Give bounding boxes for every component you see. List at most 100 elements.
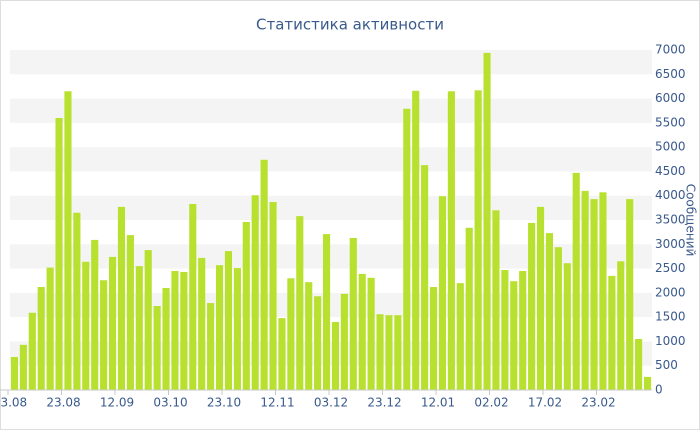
bar (483, 52, 491, 391)
bar (465, 227, 473, 390)
bar (626, 199, 634, 390)
grid-band (10, 341, 652, 366)
chart-title: Статистика активности (256, 16, 444, 34)
bar (367, 277, 375, 390)
grid-band (10, 147, 652, 172)
y-tick-label: 0 (655, 383, 663, 397)
bar (340, 293, 348, 390)
bar (394, 315, 402, 390)
bar (536, 206, 545, 390)
bar (412, 90, 420, 391)
x-tick-label: 03.10 (153, 396, 187, 410)
bar (456, 283, 464, 390)
y-tick-label: 1000 (655, 334, 686, 348)
bar (617, 261, 625, 390)
bar (501, 270, 509, 390)
bar (64, 91, 72, 391)
bar (331, 322, 340, 390)
y-axis-label: Сообщений (684, 184, 698, 257)
y-tick-label: 3000 (655, 237, 686, 251)
bar (519, 271, 527, 390)
bar (91, 239, 99, 390)
x-tick-label: 12.11 (260, 396, 294, 410)
bar (590, 199, 598, 390)
bar (278, 318, 286, 390)
bar (224, 251, 233, 390)
bar (322, 234, 331, 390)
bar (421, 165, 429, 390)
y-tick-label: 4500 (655, 164, 686, 178)
bar (153, 305, 161, 390)
y-tick-label: 6000 (655, 91, 686, 105)
bar (447, 91, 455, 391)
grid-band (10, 244, 652, 269)
bar (260, 159, 268, 390)
bar (242, 221, 250, 390)
bar (608, 275, 616, 390)
bar (55, 118, 63, 390)
y-tick-label: 5500 (655, 115, 686, 129)
bar (144, 250, 152, 390)
bar (563, 263, 571, 390)
bar (162, 288, 170, 390)
bar (28, 312, 36, 390)
bar (46, 267, 54, 390)
bar (643, 376, 652, 390)
bar (215, 265, 224, 390)
bar (403, 108, 411, 391)
bar (492, 210, 500, 390)
grid-band (10, 292, 652, 318)
bar (287, 278, 295, 390)
bar (305, 282, 313, 390)
x-tick-label: 23.12 (367, 396, 401, 410)
x-tick-label: 03.12 (314, 396, 348, 410)
bar (117, 206, 126, 390)
bar (19, 344, 27, 390)
bar (180, 271, 188, 390)
bar (82, 261, 90, 390)
x-tick-label: 12.01 (421, 396, 455, 410)
bar (474, 90, 482, 391)
y-tick-label: 3500 (655, 213, 686, 227)
grid-band (10, 98, 652, 123)
bar (599, 192, 607, 390)
x-tick-label: 17.02 (528, 396, 562, 410)
x-tick-label: 23.08 (46, 396, 80, 410)
bar (572, 172, 580, 390)
y-tick-label: 6500 (655, 67, 686, 81)
bar (37, 287, 45, 390)
x-tick-label: 23.02 (581, 396, 615, 410)
bar (429, 287, 438, 390)
y-tick-label: 1500 (655, 310, 686, 324)
bar (385, 315, 393, 390)
x-tick-label: 12.09 (100, 396, 134, 410)
y-tick-label: 2500 (655, 261, 686, 275)
bar (438, 196, 447, 390)
bar (135, 266, 143, 390)
bar (528, 222, 536, 390)
bar (251, 195, 259, 390)
bar (581, 190, 589, 390)
bar (189, 203, 197, 390)
bar (10, 356, 19, 390)
y-tick-label: 2000 (655, 285, 686, 299)
bar (73, 212, 81, 390)
bar (358, 273, 366, 390)
grid-band (10, 195, 652, 220)
bar (635, 339, 643, 390)
bar (376, 314, 384, 390)
bar (171, 271, 179, 390)
bar (126, 235, 134, 390)
bar (510, 281, 518, 390)
bar (269, 202, 277, 390)
y-tick-label: 4000 (655, 188, 686, 202)
x-tick-label: 23.10 (207, 396, 241, 410)
y-tick-label: 5000 (655, 140, 686, 154)
bar (100, 280, 108, 390)
x-tick-label: 02.02 (474, 396, 508, 410)
x-tick-label: 03.08 (0, 396, 27, 410)
y-tick-label: 500 (655, 358, 678, 372)
y-tick-label: 7000 (655, 43, 686, 57)
bar (554, 247, 562, 390)
